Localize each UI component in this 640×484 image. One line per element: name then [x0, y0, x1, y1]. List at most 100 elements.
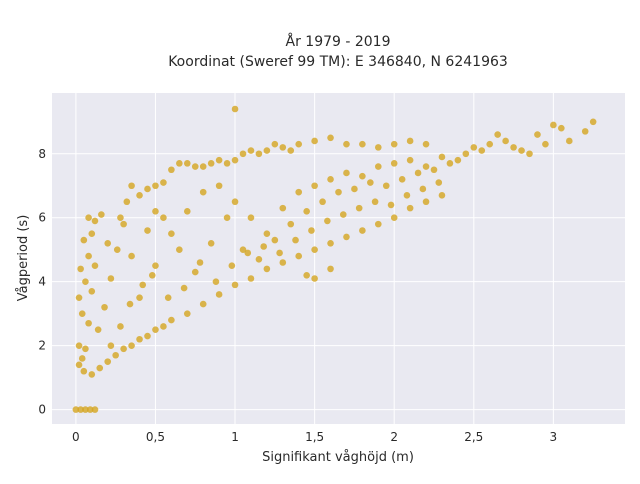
data-point: [311, 275, 318, 282]
data-point: [486, 140, 494, 148]
data-point: [88, 287, 96, 295]
data-point: [120, 220, 127, 228]
data-point: [406, 204, 414, 212]
data-point: [398, 176, 406, 183]
data-point: [558, 124, 565, 132]
data-point: [215, 182, 223, 190]
data-point: [387, 201, 395, 209]
data-point: [478, 147, 486, 154]
data-point: [343, 140, 350, 148]
data-point: [94, 326, 102, 333]
data-point: [589, 118, 597, 126]
data-point: [247, 147, 255, 154]
data-point: [403, 192, 411, 199]
data-point: [223, 160, 231, 167]
data-point: [82, 345, 89, 353]
data-point: [152, 262, 159, 269]
data-point: [152, 182, 159, 190]
data-point: [72, 406, 80, 413]
chart-title-line1: År 1979 - 2019: [286, 33, 391, 50]
data-point: [263, 265, 271, 273]
y-tick-label: 6: [38, 211, 46, 225]
data-point: [215, 291, 223, 298]
data-point: [581, 128, 589, 135]
data-point: [335, 188, 342, 196]
data-point: [462, 150, 470, 158]
data-point: [120, 345, 127, 353]
data-point: [422, 198, 430, 206]
data-point: [215, 156, 223, 164]
data-point: [446, 160, 454, 167]
data-point: [160, 179, 167, 186]
data-point: [199, 300, 207, 308]
data-point: [168, 230, 175, 238]
data-point: [435, 179, 443, 186]
data-point: [324, 217, 331, 225]
data-point: [82, 278, 89, 285]
data-point: [75, 361, 83, 369]
x-axis-label: Signifikant våghöjd (m): [262, 450, 414, 465]
data-point: [295, 252, 303, 260]
data-point: [565, 137, 573, 145]
data-point: [343, 233, 350, 241]
data-point: [191, 163, 199, 170]
data-point: [526, 150, 533, 158]
x-tick-label: 1: [231, 430, 239, 444]
data-point: [327, 265, 334, 273]
data-point: [271, 236, 279, 244]
data-point: [454, 156, 462, 164]
x-tick-label: 2,5: [464, 430, 483, 444]
data-point: [419, 185, 427, 193]
data-point: [276, 249, 283, 257]
data-point: [85, 252, 92, 260]
data-point: [255, 150, 263, 158]
tick-label-layer: 0 0,5 1 1,5 2 2,5 3 0 2 4 6 8: [38, 147, 557, 444]
data-point: [406, 137, 414, 145]
data-point: [139, 281, 147, 289]
data-point: [88, 371, 96, 378]
data-point: [123, 198, 131, 206]
data-point: [319, 198, 326, 206]
data-point: [287, 147, 295, 154]
data-point: [390, 140, 398, 148]
data-point: [406, 156, 414, 164]
data-point: [91, 262, 99, 269]
data-point: [231, 105, 239, 113]
data-point: [107, 342, 115, 349]
data-point: [86, 406, 94, 413]
data-point: [168, 166, 175, 174]
data-point: [355, 204, 363, 212]
x-tick-label: 0: [72, 430, 80, 444]
data-point: [144, 185, 151, 193]
chart-title-line2: Koordinat (Sweref 99 TM): E 346840, N 62…: [168, 54, 508, 70]
data-point: [303, 208, 310, 215]
data-point: [88, 230, 96, 238]
data-point: [160, 323, 167, 330]
data-point: [255, 255, 263, 263]
data-point: [502, 137, 509, 145]
data-point: [295, 140, 303, 148]
data-point: [228, 262, 236, 269]
data-point: [422, 140, 430, 148]
data-point: [339, 211, 347, 218]
data-point: [390, 214, 398, 222]
x-tick-label: 3: [550, 430, 558, 444]
data-point: [327, 134, 334, 142]
data-point: [223, 214, 231, 222]
data-point: [80, 236, 88, 244]
data-point: [359, 172, 366, 180]
data-point: [128, 252, 135, 260]
data-point: [199, 163, 207, 170]
y-axis-label: Vågperiod (s): [16, 215, 31, 302]
y-tick-label: 8: [38, 147, 46, 161]
y-tick-label: 4: [38, 275, 46, 289]
data-point: [128, 182, 135, 190]
data-point: [148, 271, 156, 279]
data-point: [374, 220, 382, 228]
data-point: [78, 310, 86, 317]
data-point: [367, 179, 374, 186]
data-point: [144, 227, 151, 234]
data-point: [271, 140, 279, 148]
data-point: [77, 265, 84, 273]
data-point: [101, 303, 108, 311]
